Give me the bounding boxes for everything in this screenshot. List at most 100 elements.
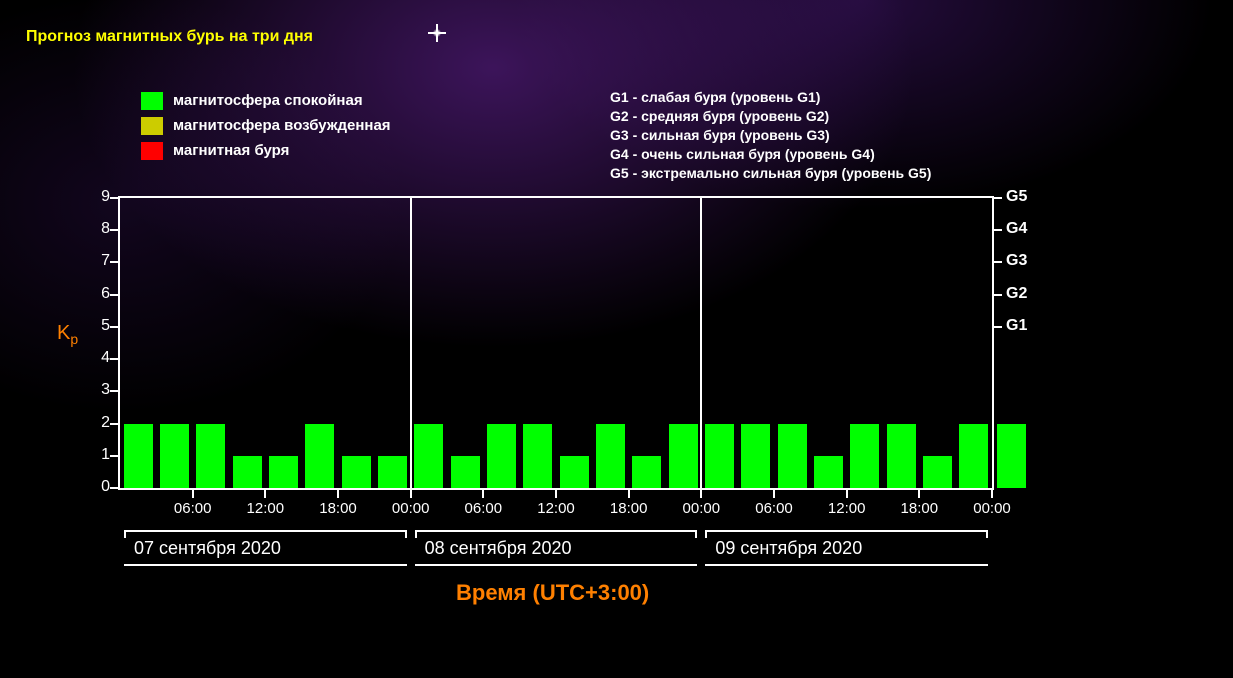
date-label: 09 сентября 2020 [715,538,862,559]
kp-bar [233,456,262,488]
date-bracket [124,564,407,566]
y-tick-label: 6 [90,285,110,303]
date-bracket-end [986,530,988,538]
legend-block: магнитосфера спокойная магнитосфера возбу… [141,88,391,163]
kp-bar [850,424,879,488]
x-tick-label: 18:00 [901,500,939,517]
y-tick-mark [110,197,118,199]
x-tick-mark [700,490,702,498]
y-tick-label: 8 [90,220,110,238]
x-tick-label: 18:00 [319,500,357,517]
y-tick-label: 4 [90,349,110,367]
y-tick-mark [110,261,118,263]
x-tick-mark [555,490,557,498]
g-level-tick-label: G4 [1006,220,1027,238]
kp-bar [669,424,698,488]
g-level-tick-mark [994,261,1002,263]
kp-bar [269,456,298,488]
g-level-tick-mark [994,197,1002,199]
x-tick-mark [337,490,339,498]
y-tick-label: 0 [90,478,110,496]
g-level-tick-label: G1 [1006,317,1027,335]
storm-level-line: G5 - экстремально сильная буря (уровень … [610,164,931,183]
g-level-tick-mark [994,294,1002,296]
kp-bar [487,424,516,488]
legend-swatch [141,117,163,135]
x-tick-label: 00:00 [392,500,430,517]
kp-bar [196,424,225,488]
y-tick-label: 1 [90,446,110,464]
legend-swatch [141,92,163,110]
date-label: 08 сентября 2020 [425,538,572,559]
kp-bar [959,424,988,488]
y-tick-mark [110,294,118,296]
x-tick-label: 18:00 [610,500,648,517]
date-bracket-end [705,530,707,538]
date-bracket-end [405,530,407,538]
kp-bar [378,456,407,488]
legend-label: магнитная буря [173,142,289,159]
y-tick-mark [110,358,118,360]
x-tick-label: 12:00 [828,500,866,517]
y-tick-mark [110,455,118,457]
x-tick-label: 00:00 [683,500,721,517]
x-tick-mark [918,490,920,498]
kp-bar [596,424,625,488]
date-bracket [124,530,407,532]
y-tick-label: 7 [90,252,110,270]
kp-bar [451,456,480,488]
x-tick-mark [410,490,412,498]
y-axis-label: Kp [57,322,78,347]
kp-bar [632,456,661,488]
y-tick-mark [110,423,118,425]
x-tick-mark [773,490,775,498]
g-level-tick-label: G5 [1006,188,1027,206]
legend-label: магнитосфера спокойная [173,92,363,109]
storm-level-legend: G1 - слабая буря (уровень G1)G2 - средня… [610,88,931,182]
y-tick-mark [110,390,118,392]
y-tick-mark [110,326,118,328]
g-level-tick-mark [994,229,1002,231]
storm-level-line: G3 - сильная буря (уровень G3) [610,126,931,145]
kp-bar-overflow [997,424,1026,488]
x-tick-label: 12:00 [247,500,285,517]
storm-level-line: G1 - слабая буря (уровень G1) [610,88,931,107]
date-label: 07 сентября 2020 [134,538,281,559]
x-tick-mark [628,490,630,498]
date-bracket-end [695,530,697,538]
y-tick-label: 3 [90,381,110,399]
legend-row: магнитная буря [141,138,391,163]
x-tick-mark [991,490,993,498]
kp-bar [887,424,916,488]
kp-bar [778,424,807,488]
legend-label: магнитосфера возбужденная [173,117,391,134]
x-tick-mark [482,490,484,498]
storm-level-line: G4 - очень сильная буря (уровень G4) [610,145,931,164]
kp-bar [160,424,189,488]
kp-bar [305,424,334,488]
x-axis-title: Время (UTC+3:00) [456,580,649,606]
page-title: Прогноз магнитных бурь на три дня [26,28,313,46]
day-divider [410,196,412,490]
date-bracket [705,530,988,532]
kp-bar [705,424,734,488]
date-bracket [705,564,988,566]
x-tick-label: 06:00 [174,500,212,517]
kp-bar [342,456,371,488]
g-level-tick-label: G2 [1006,285,1027,303]
y-tick-mark [110,229,118,231]
x-tick-mark [846,490,848,498]
g-level-tick-mark [994,326,1002,328]
kp-bar [741,424,770,488]
kp-bar [124,424,153,488]
x-tick-label: 00:00 [973,500,1011,517]
kp-bar [523,424,552,488]
kp-bar [560,456,589,488]
date-bracket [415,564,698,566]
date-bracket-end [124,530,126,538]
g-level-tick-label: G3 [1006,252,1027,270]
date-bracket [415,530,698,532]
storm-level-line: G2 - средняя буря (уровень G2) [610,107,931,126]
x-tick-label: 12:00 [537,500,575,517]
kp-bar [814,456,843,488]
